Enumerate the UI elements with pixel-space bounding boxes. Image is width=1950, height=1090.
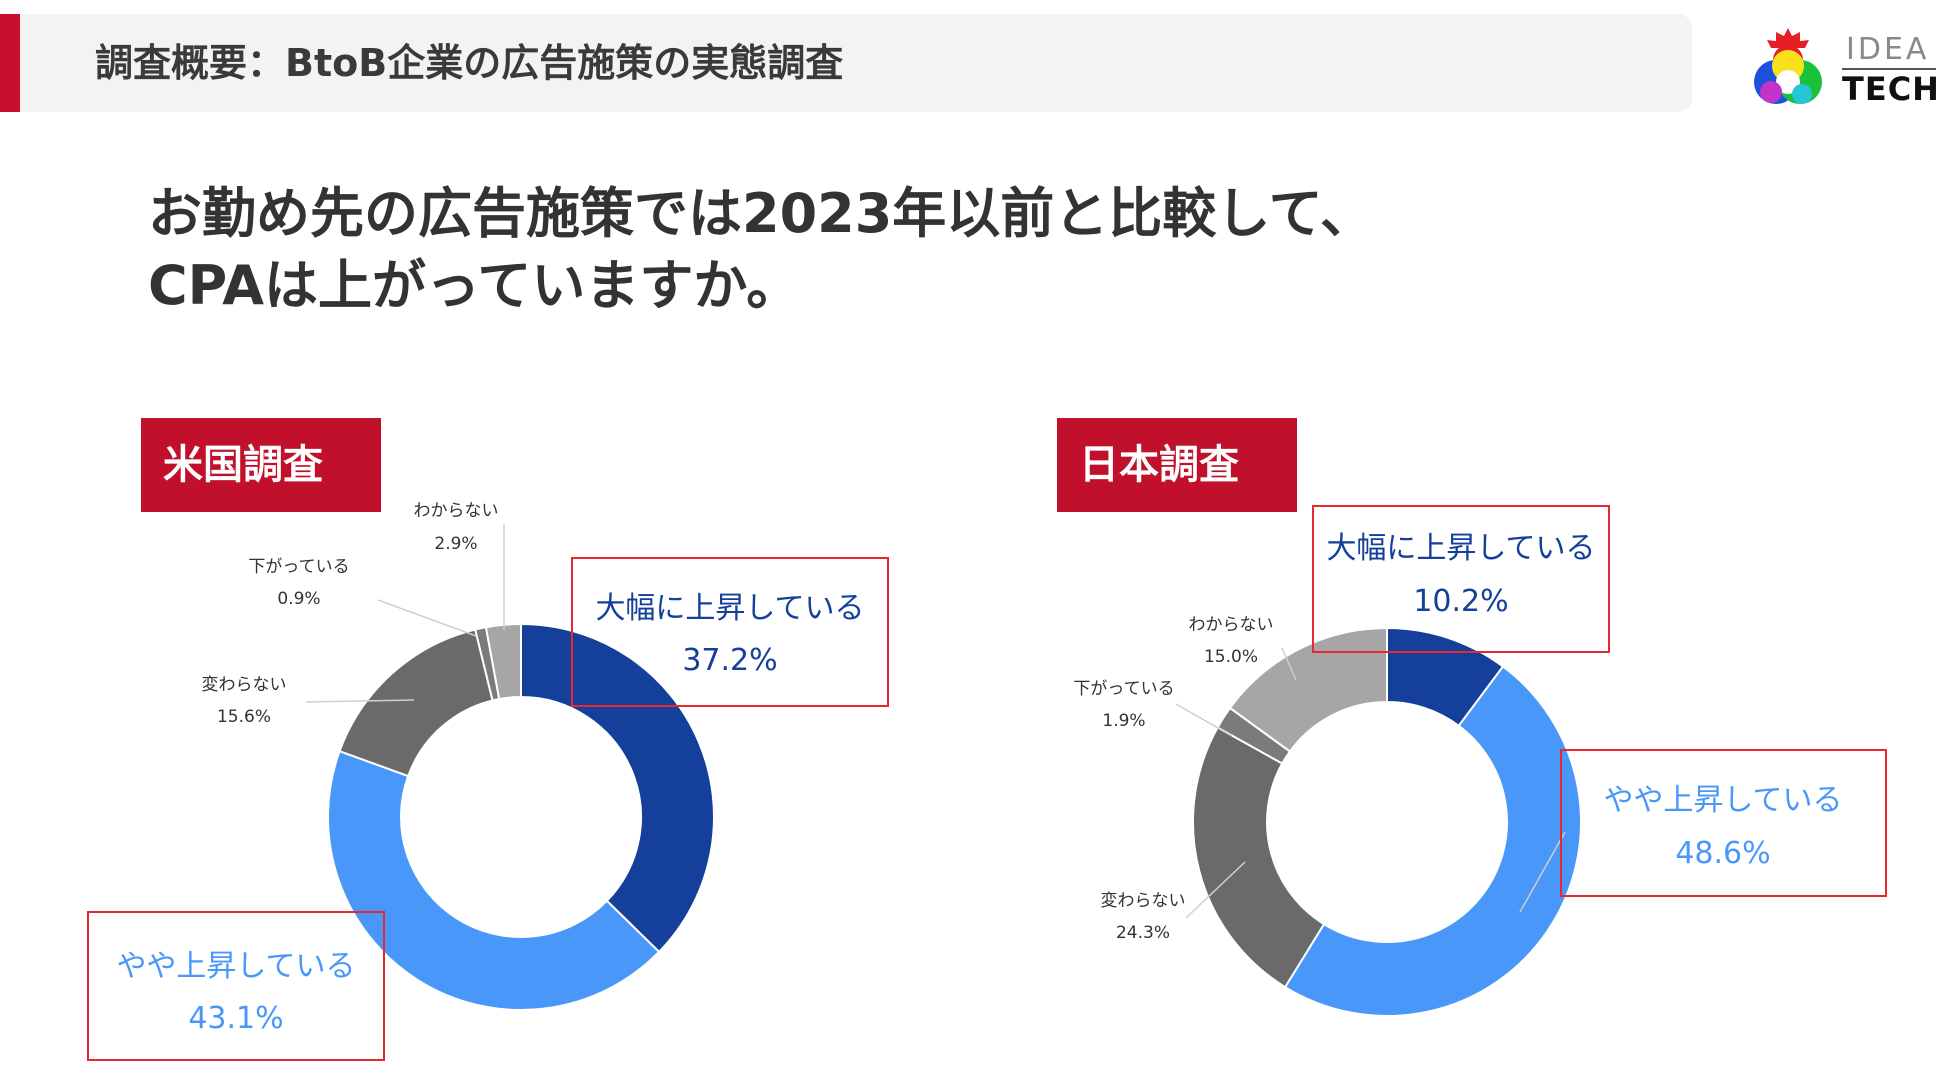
- slice-value-label: 37.2%: [682, 643, 777, 678]
- slice-value-label: 24.3%: [1116, 923, 1170, 943]
- us-donut-chart: 大幅に上昇している 37.2% やや上昇している 43.1% 変わらない 15.6% 下がっ…: [87, 501, 889, 1061]
- slice-label: 変わらない: [1101, 891, 1186, 911]
- slice-label: やや上昇している: [116, 949, 355, 984]
- leader-line: [1519, 831, 1566, 913]
- slice-value-label: 10.2%: [1413, 584, 1508, 619]
- japan-survey-label: 日本調査: [1057, 418, 1297, 512]
- logo-text-idea: IDEA: [1846, 32, 1930, 67]
- slice-value-label: 48.6%: [1675, 836, 1770, 871]
- header-bar: 調査概要：BtoB企業の広告施策の実態調査: [0, 14, 1692, 112]
- slice-label: わからない: [1189, 615, 1274, 635]
- leader-line: [305, 699, 415, 703]
- leader-line: [1185, 861, 1246, 919]
- slice-value-label: 1.9%: [1102, 711, 1145, 731]
- slice-label: 下がっている: [1073, 679, 1174, 699]
- slice-label: わからない: [414, 501, 499, 521]
- donut-slice-2: [338, 628, 494, 778]
- donut-slice-2: [1192, 726, 1326, 989]
- highlight-box: [87, 911, 385, 1061]
- donut-slice-4: [484, 622, 522, 701]
- slice-label: 大幅に上昇している: [1326, 531, 1595, 566]
- leader-line: [1281, 647, 1297, 681]
- slice-label: 変わらない: [202, 675, 287, 695]
- logo-text-tech: TECH: [1842, 70, 1940, 108]
- highlight-box: [1312, 505, 1610, 653]
- donut-slice-1: [1283, 665, 1582, 1017]
- highlight-box: [1560, 749, 1887, 897]
- slice-value-label: 43.1%: [188, 1001, 283, 1036]
- survey-question: お勤め先の広告施策では2023年以前と比較して、 CPAは上がっていますか。: [148, 178, 1448, 322]
- logo-color-wheel-icon: [1754, 28, 1822, 104]
- slice-value-label: 2.9%: [434, 534, 477, 554]
- header-accent-bar: [0, 14, 20, 112]
- idea-tech-logo: IDEA TECH: [1738, 24, 1940, 114]
- japan-donut-chart: 大幅に上昇している 10.2% やや上昇している 48.6% 変わらない 24.3% 下がっ…: [1073, 505, 1887, 1017]
- leader-line: [1175, 703, 1233, 737]
- slice-value-label: 15.6%: [217, 707, 271, 727]
- highlight-box: [571, 557, 889, 707]
- us-survey-label: 米国調査: [141, 418, 381, 512]
- slice-label: 下がっている: [248, 557, 349, 577]
- question-line-1: お勤め先の広告施策では2023年以前と比較して、: [148, 182, 1374, 245]
- page-title: 調査概要：BtoB企業の広告施策の実態調査: [95, 41, 844, 85]
- slice-label: 大幅に上昇している: [595, 591, 864, 626]
- donut-slice-4: [1228, 626, 1388, 753]
- donut-slice-1: [327, 749, 661, 1011]
- slice-label: やや上昇している: [1603, 783, 1842, 818]
- slice-value-label: 15.0%: [1204, 647, 1258, 667]
- logo-divider: [1842, 68, 1936, 70]
- slice-value-label: 0.9%: [277, 589, 320, 609]
- leader-line: [377, 599, 477, 637]
- question-line-2: CPAは上がっていますか。: [148, 254, 801, 317]
